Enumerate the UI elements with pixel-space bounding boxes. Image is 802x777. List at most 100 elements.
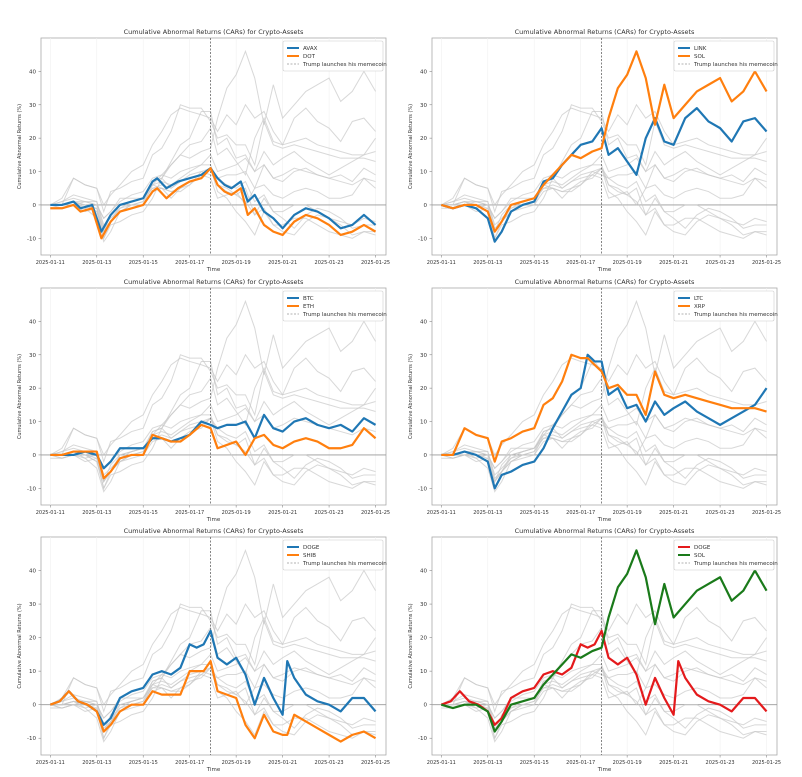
background-series-line xyxy=(441,104,767,214)
series-line-sol xyxy=(440,549,768,733)
chart-title: Cumulative Abnormal Returns (CARs) for C… xyxy=(124,527,304,535)
series-line-xrp xyxy=(441,353,767,463)
legend-label: Trump launches his memecoin xyxy=(302,312,387,318)
x-tick-label: 2025-01-11 xyxy=(427,760,456,766)
y-tick-label: -10 xyxy=(418,486,427,492)
series-line-shib xyxy=(49,659,377,743)
legend: BTC ETH Trump launches his memecoin xyxy=(282,290,387,322)
background-series-line xyxy=(50,606,376,743)
legend-label: AVAX xyxy=(303,46,318,52)
x-tick-label: 2025-01-11 xyxy=(36,510,65,516)
x-tick-label: 2025-01-13 xyxy=(473,260,502,266)
x-tick-label: 2025-01-23 xyxy=(315,510,344,516)
y-tick-label: -10 xyxy=(27,736,36,742)
x-axis-label: Time xyxy=(206,517,221,523)
y-tick-label: 30 xyxy=(29,353,36,359)
y-tick-label: 40 xyxy=(420,69,427,75)
y-tick-label: 10 xyxy=(420,170,427,176)
x-axis-label: Time xyxy=(597,517,612,523)
x-tick-label: 2025-01-21 xyxy=(268,760,297,766)
x-tick-label: 2025-01-25 xyxy=(361,760,390,766)
legend-box xyxy=(673,539,775,571)
background-series-line xyxy=(50,103,376,206)
x-tick-label: 2025-01-13 xyxy=(473,760,502,766)
series-line-doge xyxy=(49,629,377,726)
legend-label: DOGE xyxy=(303,545,320,551)
y-tick-label: 0 xyxy=(424,703,428,709)
legend: AVAX DOT Trump launches his memecoin xyxy=(282,40,387,72)
legend-label: LTC xyxy=(694,296,703,302)
y-tick-label: 0 xyxy=(33,453,37,459)
x-tick-label: 2025-01-23 xyxy=(315,760,344,766)
chart-panel-5: Cumulative Abnormal Returns (CARs) for C… xyxy=(17,527,390,773)
y-axis-label: Cumulative Abnormal Returns (%) xyxy=(408,104,414,189)
series-line-doge xyxy=(440,629,768,726)
legend-label: SOL xyxy=(694,54,706,60)
chart-panel-4: Cumulative Abnormal Returns (CARs) for C… xyxy=(408,278,781,523)
background-series-line xyxy=(50,354,376,464)
x-tick-label: 2025-01-25 xyxy=(361,510,390,516)
x-tick-label: 2025-01-17 xyxy=(566,510,595,516)
x-tick-label: 2025-01-25 xyxy=(752,510,781,516)
legend-label: Trump launches his memecoin xyxy=(302,561,387,567)
x-tick-label: 2025-01-21 xyxy=(268,260,297,266)
chart-panel-1: Cumulative Abnormal Returns (CARs) for C… xyxy=(17,28,390,273)
legend: LTC XRP Trump launches his memecoin xyxy=(673,290,778,322)
y-tick-label: 10 xyxy=(420,669,427,675)
y-axis-label: Cumulative Abnormal Returns (%) xyxy=(408,603,414,688)
x-axis-label: Time xyxy=(206,267,221,273)
x-tick-label: 2025-01-19 xyxy=(222,510,251,516)
chart-panel-3: Cumulative Abnormal Returns (CARs) for C… xyxy=(17,278,390,523)
y-tick-label: 30 xyxy=(420,103,427,109)
legend-box xyxy=(282,290,384,322)
x-tick-label: 2025-01-13 xyxy=(82,760,111,766)
x-tick-label: 2025-01-15 xyxy=(520,510,549,516)
series-line-ltc xyxy=(441,353,768,490)
x-tick-label: 2025-01-21 xyxy=(659,260,688,266)
y-tick-label: 10 xyxy=(420,420,427,426)
y-tick-label: 0 xyxy=(424,453,428,459)
x-tick-label: 2025-01-15 xyxy=(129,760,158,766)
legend-label: XRP xyxy=(694,304,706,310)
series-line-btc xyxy=(50,413,377,470)
y-tick-label: 20 xyxy=(420,136,427,142)
legend-label: SHIB xyxy=(303,553,316,559)
y-tick-label: 20 xyxy=(420,636,427,642)
x-tick-label: 2025-01-19 xyxy=(613,510,642,516)
series-line-link xyxy=(440,107,768,243)
x-tick-label: 2025-01-23 xyxy=(315,260,344,266)
legend-label: Trump launches his memecoin xyxy=(693,561,778,567)
y-tick-label: 30 xyxy=(29,602,36,608)
x-tick-label: 2025-01-17 xyxy=(566,260,595,266)
y-tick-label: 0 xyxy=(33,203,37,209)
chart-panel-6: Cumulative Abnormal Returns (CARs) for C… xyxy=(408,527,781,773)
x-axis-label: Time xyxy=(597,267,612,273)
y-tick-label: 40 xyxy=(420,319,427,325)
x-tick-label: 2025-01-11 xyxy=(36,260,65,266)
x-tick-label: 2025-01-15 xyxy=(129,510,158,516)
background-series-line xyxy=(441,606,767,743)
y-axis-label: Cumulative Abnormal Returns (%) xyxy=(17,104,23,189)
x-tick-label: 2025-01-19 xyxy=(613,760,642,766)
background-series-line xyxy=(50,104,376,214)
y-axis-label: Cumulative Abnormal Returns (%) xyxy=(17,354,23,439)
x-axis-label: Time xyxy=(206,767,221,773)
y-tick-label: 40 xyxy=(29,69,36,75)
y-tick-label: 0 xyxy=(33,703,37,709)
x-tick-label: 2025-01-25 xyxy=(752,760,781,766)
background-series-line xyxy=(50,603,376,706)
y-tick-label: 20 xyxy=(29,136,36,142)
background-series-line xyxy=(50,107,376,243)
x-tick-label: 2025-01-11 xyxy=(427,510,456,516)
y-axis-label: Cumulative Abnormal Returns (%) xyxy=(17,603,23,688)
x-tick-label: 2025-01-23 xyxy=(706,760,735,766)
legend-label: DOGE xyxy=(694,545,711,551)
x-tick-label: 2025-01-15 xyxy=(129,260,158,266)
x-tick-label: 2025-01-23 xyxy=(706,510,735,516)
legend: LINK SOL Trump launches his memecoin xyxy=(673,40,778,72)
y-tick-label: -10 xyxy=(418,236,427,242)
y-tick-label: 40 xyxy=(29,569,36,575)
legend-label: BTC xyxy=(303,296,314,302)
series-line-avax xyxy=(50,167,377,233)
chart-title: Cumulative Abnormal Returns (CARs) for C… xyxy=(515,28,695,36)
